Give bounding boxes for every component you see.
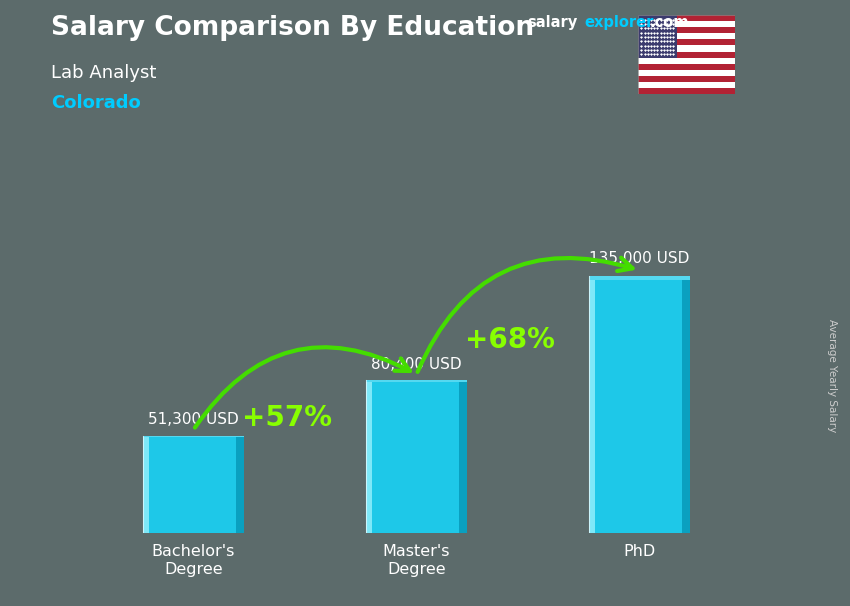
Bar: [638, 64, 735, 70]
Text: .com: .com: [649, 15, 688, 30]
Text: +68%: +68%: [465, 326, 555, 354]
Bar: [366, 380, 372, 533]
Bar: [143, 436, 244, 533]
Bar: [638, 76, 735, 82]
Text: Colorado: Colorado: [51, 94, 141, 112]
Bar: [638, 15, 677, 58]
Text: 135,000 USD: 135,000 USD: [589, 251, 690, 265]
Text: Average Yearly Salary: Average Yearly Salary: [827, 319, 837, 432]
Bar: [638, 52, 735, 58]
Bar: [638, 58, 735, 64]
Bar: [143, 436, 244, 437]
Text: 80,400 USD: 80,400 USD: [371, 356, 462, 371]
Bar: [682, 276, 690, 533]
Text: salary: salary: [527, 15, 577, 30]
Text: explorer: explorer: [585, 15, 654, 30]
Text: Lab Analyst: Lab Analyst: [51, 64, 156, 82]
Text: 51,300 USD: 51,300 USD: [148, 412, 239, 427]
Bar: [638, 39, 735, 45]
Bar: [366, 380, 467, 382]
Text: +57%: +57%: [242, 404, 332, 432]
Bar: [459, 380, 467, 533]
Bar: [143, 436, 150, 533]
Bar: [638, 21, 735, 27]
Bar: [589, 276, 596, 533]
Bar: [589, 276, 690, 533]
Text: Salary Comparison By Education: Salary Comparison By Education: [51, 15, 534, 41]
Bar: [589, 276, 690, 280]
Bar: [638, 33, 735, 39]
Bar: [638, 88, 735, 94]
Bar: [638, 45, 735, 52]
Bar: [235, 436, 244, 533]
Bar: [638, 82, 735, 88]
Bar: [638, 70, 735, 76]
Bar: [638, 15, 735, 21]
Bar: [366, 380, 467, 533]
Bar: [638, 27, 735, 33]
